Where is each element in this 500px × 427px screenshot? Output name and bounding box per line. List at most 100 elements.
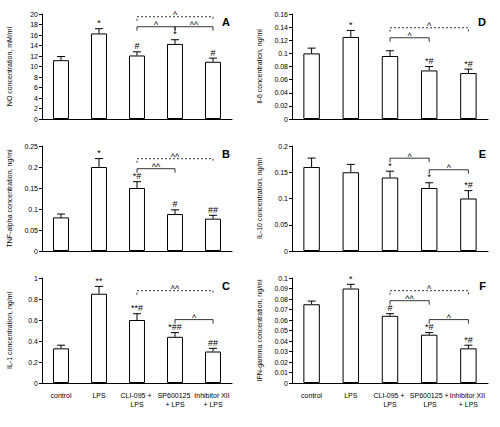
svg-text:D: D xyxy=(478,16,486,28)
svg-text:+ LPS: + LPS xyxy=(459,401,479,408)
svg-text:LPS: LPS xyxy=(383,401,397,408)
svg-text:IFN-gamma concentration, ng/ml: IFN-gamma concentration, ng/ml xyxy=(256,279,264,381)
svg-text:^: ^ xyxy=(447,313,452,323)
svg-text:0.12: 0.12 xyxy=(274,37,288,44)
svg-text:^^: ^^ xyxy=(190,20,199,30)
svg-text:^: ^ xyxy=(407,152,412,162)
svg-text:LPS: LPS xyxy=(130,401,144,408)
svg-text:0.1: 0.1 xyxy=(278,275,288,282)
svg-text:^: ^ xyxy=(427,284,432,294)
svg-text:0.02: 0.02 xyxy=(274,359,288,366)
svg-text:F: F xyxy=(479,280,486,292)
svg-text:12: 12 xyxy=(30,53,38,60)
svg-text:SP600125 +: SP600125 + xyxy=(410,392,449,399)
svg-text:14: 14 xyxy=(30,42,38,49)
svg-text:A: A xyxy=(222,16,230,28)
svg-text:#: # xyxy=(210,48,215,58)
svg-text:0.1: 0.1 xyxy=(28,206,38,213)
svg-text:0.8: 0.8 xyxy=(28,296,38,303)
svg-text:^^: ^^ xyxy=(171,152,180,162)
svg-text:0: 0 xyxy=(34,116,38,123)
svg-text:SP600125: SP600125 xyxy=(158,392,193,399)
svg-text:0.25: 0.25 xyxy=(24,143,38,150)
svg-text:IL-1 concentration, ng/ml: IL-1 concentration, ng/ml xyxy=(6,292,14,369)
svg-text:8: 8 xyxy=(34,74,38,81)
svg-text:0: 0 xyxy=(34,380,38,387)
svg-text:0: 0 xyxy=(34,248,38,255)
svg-text:NO concentration, mM/ml: NO concentration, mM/ml xyxy=(6,26,13,106)
svg-text:0.06: 0.06 xyxy=(274,317,288,324)
svg-text:TNF-alpha concentration, ng/ml: TNF-alpha concentration, ng/ml xyxy=(6,149,14,247)
svg-text:0.04: 0.04 xyxy=(274,89,288,96)
svg-text:0.02: 0.02 xyxy=(274,102,288,109)
svg-text:10: 10 xyxy=(30,63,38,70)
svg-text:#: # xyxy=(134,41,139,51)
svg-text:0.15: 0.15 xyxy=(24,185,38,192)
svg-text:1: 1 xyxy=(34,275,38,282)
svg-text:0.4: 0.4 xyxy=(28,338,38,345)
svg-text:^: ^ xyxy=(192,313,197,323)
svg-text:##: ## xyxy=(208,205,218,215)
svg-text:18: 18 xyxy=(30,21,38,28)
svg-text:0.1: 0.1 xyxy=(278,50,288,57)
svg-text:0.08: 0.08 xyxy=(274,296,288,303)
svg-text:*: * xyxy=(349,274,353,284)
svg-text:0.1: 0.1 xyxy=(278,195,288,202)
svg-text:B: B xyxy=(222,148,230,160)
svg-text:*#: *# xyxy=(464,180,473,190)
svg-text:Il-6 concentration, ng/ml: Il-6 concentration, ng/ml xyxy=(256,29,264,104)
svg-text:0.05: 0.05 xyxy=(274,221,288,228)
svg-text:^: ^ xyxy=(447,163,452,173)
svg-text:0.6: 0.6 xyxy=(28,317,38,324)
svg-text:*#: *# xyxy=(464,335,473,345)
svg-text:0.2: 0.2 xyxy=(278,143,288,150)
svg-text:20: 20 xyxy=(30,11,38,18)
svg-text:^^: ^^ xyxy=(405,294,414,304)
svg-text:LPS: LPS xyxy=(422,401,438,408)
svg-text:0.08: 0.08 xyxy=(274,63,288,70)
svg-text:*#: *# xyxy=(464,59,473,69)
svg-text:0.05: 0.05 xyxy=(274,327,288,334)
svg-text:^^: ^^ xyxy=(171,284,180,294)
svg-text:16: 16 xyxy=(30,32,38,39)
svg-text:0.03: 0.03 xyxy=(274,348,288,355)
svg-text:2: 2 xyxy=(34,105,38,112)
svg-text:##: ## xyxy=(208,338,218,348)
svg-text:0.01: 0.01 xyxy=(274,369,288,376)
svg-text:CLI-095 +: CLI-095 + xyxy=(121,392,154,399)
svg-text:0.06: 0.06 xyxy=(274,76,288,83)
svg-text:LPS: LPS xyxy=(344,392,358,399)
svg-text:^: ^ xyxy=(427,21,432,31)
svg-text:+ LPS: + LPS xyxy=(165,401,185,408)
svg-text:Inhibitor XII: Inhibitor XII xyxy=(450,392,487,399)
svg-text:^: ^ xyxy=(407,31,412,41)
svg-text:*: * xyxy=(349,20,353,30)
svg-text:0: 0 xyxy=(284,380,288,387)
svg-text:Inhibitor XII: Inhibitor XII xyxy=(194,392,231,399)
svg-text:0.09: 0.09 xyxy=(274,285,288,292)
svg-text:CLI-095 +: CLI-095 + xyxy=(374,392,407,399)
svg-text:*: * xyxy=(97,18,101,28)
svg-text:0.2: 0.2 xyxy=(28,164,38,171)
svg-text:0.04: 0.04 xyxy=(274,338,288,345)
svg-text:6: 6 xyxy=(34,84,38,91)
svg-text:C: C xyxy=(222,280,230,292)
svg-text:0.07: 0.07 xyxy=(274,306,288,313)
svg-text:control: control xyxy=(301,392,322,399)
svg-text:LPS: LPS xyxy=(92,392,106,399)
svg-text:+ LPS: + LPS xyxy=(203,401,223,408)
svg-text:0.05: 0.05 xyxy=(24,227,38,234)
svg-text:#: # xyxy=(172,199,177,209)
svg-text:^: ^ xyxy=(173,10,178,20)
svg-text:*#: *# xyxy=(425,56,434,66)
svg-text:E: E xyxy=(479,148,486,160)
svg-text:0: 0 xyxy=(284,248,288,255)
svg-text:IL-10 concentration, ng/ml: IL-10 concentration, ng/ml xyxy=(256,158,264,239)
svg-text:^: ^ xyxy=(154,20,159,30)
svg-text:0.15: 0.15 xyxy=(274,169,288,176)
svg-text:0: 0 xyxy=(284,116,288,123)
svg-text:4: 4 xyxy=(34,95,38,102)
svg-text:**#: **# xyxy=(131,303,143,313)
svg-text:0.2: 0.2 xyxy=(28,359,38,366)
svg-text:*: * xyxy=(97,148,101,158)
